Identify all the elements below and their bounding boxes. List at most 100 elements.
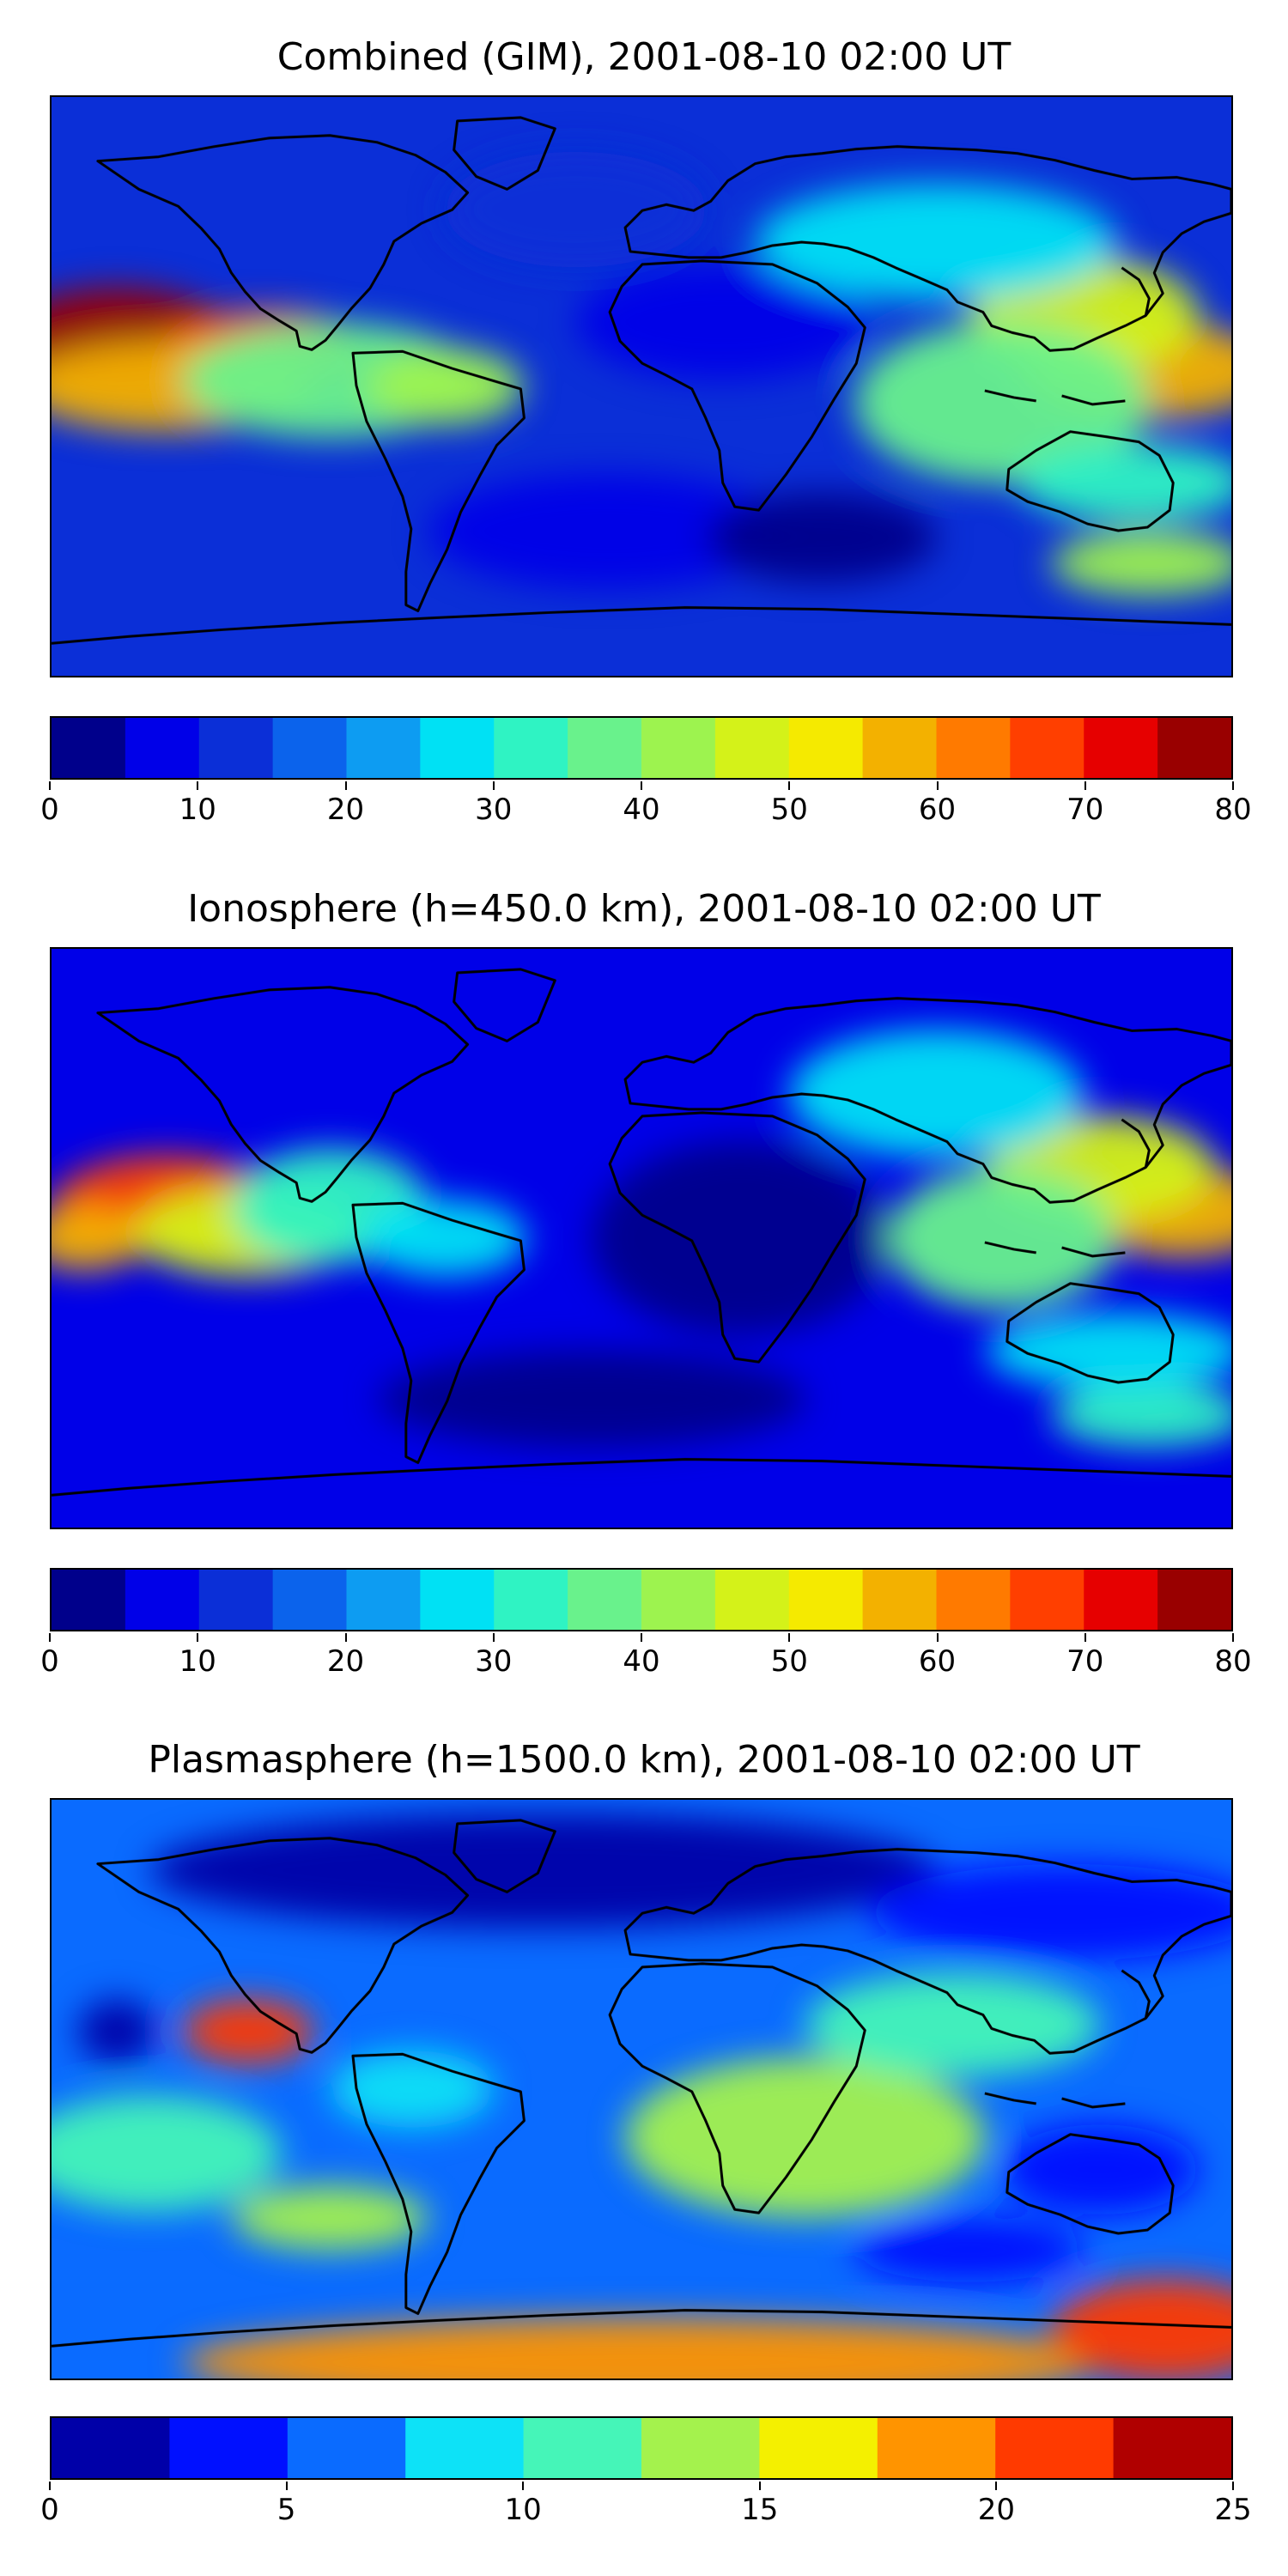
ionosphere-colorbar-svg bbox=[52, 1570, 1231, 1630]
map-value-region-7 bbox=[1001, 2124, 1199, 2215]
colorbar-tick: 0 bbox=[15, 1633, 84, 1676]
map-value-region-1 bbox=[52, 1206, 143, 1271]
colorbar-tick: 25 bbox=[1199, 2482, 1267, 2524]
map-value-region-4 bbox=[366, 348, 524, 425]
colorbar-tick-label: 40 bbox=[623, 1644, 660, 1679]
colorbar-tick: 20 bbox=[312, 781, 380, 824]
colorbar-tick-label: 50 bbox=[770, 793, 808, 827]
colorbar-swatch-7 bbox=[568, 718, 642, 778]
map-value-region-6 bbox=[77, 1999, 157, 2064]
colorbar-tick: 70 bbox=[1051, 781, 1120, 824]
map-value-region-8 bbox=[854, 2217, 1084, 2282]
colorbar-swatch-0 bbox=[52, 1570, 126, 1630]
coastline-greenland bbox=[453, 968, 556, 1042]
colorbar-tick: 20 bbox=[312, 1633, 380, 1676]
coastline-greenland bbox=[453, 116, 556, 191]
map-value-region-0 bbox=[182, 2317, 1101, 2379]
colorbar-tick: 80 bbox=[1199, 781, 1267, 824]
map-value-region-13 bbox=[756, 184, 1117, 300]
colorbar-tick-mark bbox=[197, 781, 199, 790]
coastline-south-america bbox=[351, 2052, 526, 2315]
coastline-north-america bbox=[96, 1837, 470, 2054]
colorbar-tick: 15 bbox=[726, 2482, 794, 2524]
colorbar-tick: 10 bbox=[163, 1633, 232, 1676]
coastline-antarctica bbox=[52, 605, 1231, 645]
colorbar-tick: 60 bbox=[903, 1633, 972, 1676]
colorbar-tick-mark bbox=[1232, 2482, 1234, 2490]
colorbar-tick-mark bbox=[1232, 1633, 1234, 1642]
map-value-region-5 bbox=[52, 2095, 282, 2212]
colorbar-swatch-7 bbox=[877, 2418, 996, 2478]
colorbar-tick-mark bbox=[641, 781, 642, 790]
map-value-region-9 bbox=[887, 1167, 1117, 1309]
map-value-region-12 bbox=[330, 2050, 495, 2128]
colorbar-swatch-1 bbox=[125, 1570, 200, 1630]
colorbar-tick: 70 bbox=[1051, 1633, 1120, 1676]
coastline-australia bbox=[1005, 430, 1175, 532]
ionosphere-map bbox=[50, 947, 1233, 1529]
colorbar-tick-label: 70 bbox=[1066, 793, 1104, 827]
colorbar-tick-label: 30 bbox=[475, 1644, 513, 1679]
combined-gim-coastlines bbox=[52, 116, 1231, 645]
colorbar-swatch-15 bbox=[1157, 718, 1231, 778]
combined-gim-map-svg bbox=[52, 97, 1231, 676]
colorbar-tick-label: 70 bbox=[1066, 1644, 1104, 1679]
colorbar-tick: 20 bbox=[962, 2482, 1030, 2524]
plasmasphere-title: Plasmasphere (h=1500.0 km), 2001-08-10 0… bbox=[148, 1738, 1140, 1782]
colorbar-tick-label: 80 bbox=[1214, 793, 1252, 827]
map-value-region-10 bbox=[854, 322, 1150, 483]
map-value-region-14 bbox=[445, 151, 708, 268]
map-value-region-11 bbox=[805, 1973, 1101, 2077]
colorbar-swatch-13 bbox=[1010, 718, 1084, 778]
combined-gim-title: Combined (GIM), 2001-08-10 02:00 UT bbox=[276, 35, 1012, 79]
colorbar-tick-mark bbox=[1084, 781, 1086, 790]
colorbar-swatch-11 bbox=[862, 718, 937, 778]
map-value-region-3 bbox=[231, 2185, 428, 2251]
colorbar-tick-mark bbox=[49, 781, 51, 790]
coastline-africa bbox=[608, 1962, 866, 2215]
map-value-region-2 bbox=[182, 1999, 314, 2064]
colorbar-tick-mark bbox=[936, 781, 939, 790]
colorbar-swatch-10 bbox=[788, 718, 864, 778]
colorbar-tick-mark bbox=[492, 1633, 495, 1642]
map-value-region-10 bbox=[871, 1863, 1231, 1961]
colorbar-swatch-10 bbox=[788, 1570, 864, 1630]
colorbar-swatch-4 bbox=[346, 1570, 421, 1630]
colorbar-tick-mark bbox=[492, 781, 495, 790]
colorbar-tick-mark bbox=[758, 2482, 761, 2490]
plasmasphere-coastlines bbox=[52, 1819, 1231, 2348]
colorbar-tick-label: 60 bbox=[918, 793, 957, 827]
colorbar-swatch-12 bbox=[936, 1570, 1011, 1630]
colorbar-tick-mark bbox=[788, 781, 791, 790]
colorbar-tick: 50 bbox=[755, 1633, 823, 1676]
ionosphere-coastlines bbox=[52, 968, 1231, 1497]
coastline-south-america bbox=[351, 1201, 526, 1464]
colorbar-tick-mark bbox=[49, 1633, 51, 1642]
combined-gim-data-layer bbox=[52, 151, 1231, 596]
colorbar-swatch-3 bbox=[272, 718, 347, 778]
ionosphere-map-svg bbox=[52, 949, 1231, 1528]
colorbar-swatch-2 bbox=[287, 2418, 406, 2478]
colorbar-tick-mark bbox=[788, 1633, 791, 1642]
colorbar-swatch-5 bbox=[641, 2418, 760, 2478]
colorbar-tick: 40 bbox=[607, 1633, 676, 1676]
colorbar-tick-mark bbox=[522, 2482, 525, 2490]
coastline-europe-asia bbox=[623, 1848, 1231, 2055]
coastline-africa bbox=[608, 259, 866, 512]
colorbar-tick-mark bbox=[344, 1633, 347, 1642]
colorbar-swatch-6 bbox=[494, 1570, 568, 1630]
colorbar-tick: 10 bbox=[163, 781, 232, 824]
colorbar-swatch-0 bbox=[52, 718, 126, 778]
colorbar-tick-label: 0 bbox=[40, 793, 59, 827]
plasmasphere-map-svg bbox=[52, 1800, 1231, 2379]
coastline-north-america bbox=[96, 134, 470, 351]
map-value-region-11 bbox=[1051, 531, 1231, 596]
colorbar-tick-label: 0 bbox=[40, 1644, 59, 1679]
plasmasphere-colorbar bbox=[50, 2416, 1233, 2480]
colorbar-tick: 0 bbox=[15, 781, 84, 824]
combined-gim-tick-layer: 0 10 20 30 40 50 60 70 80 bbox=[40, 781, 1252, 841]
map-value-region-10 bbox=[1051, 1382, 1231, 1448]
coastline-south-america bbox=[351, 349, 526, 612]
colorbar-swatch-12 bbox=[936, 718, 1011, 778]
colorbar-tick-mark bbox=[995, 2482, 998, 2490]
